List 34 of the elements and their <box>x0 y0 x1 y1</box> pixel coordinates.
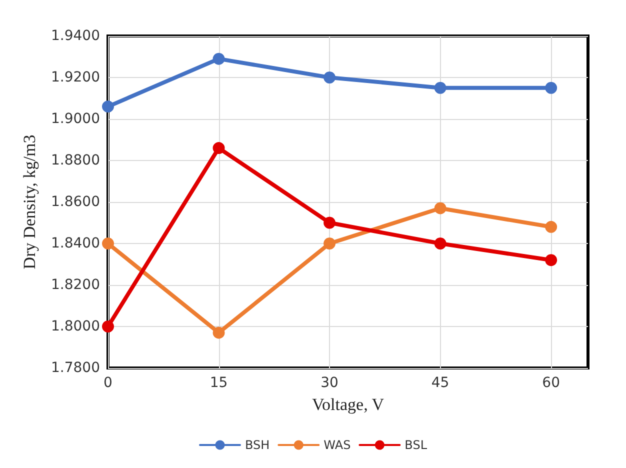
y-tick-label: 1.8200 <box>51 277 100 293</box>
point <box>324 238 336 250</box>
point <box>324 216 336 229</box>
point <box>545 82 558 94</box>
legend-label: WAS <box>324 438 351 452</box>
x-tick-label: 60 <box>542 375 560 391</box>
y-tick-label: 1.8800 <box>51 152 100 168</box>
point <box>102 100 114 113</box>
point <box>545 254 558 266</box>
legend-label: BSL <box>404 438 428 452</box>
point <box>212 326 225 339</box>
point <box>324 72 336 84</box>
point <box>212 142 225 154</box>
point <box>102 320 114 332</box>
point <box>434 202 446 214</box>
x-tick-label: 30 <box>320 375 338 391</box>
x-axis-title: Voltage, V <box>312 395 385 414</box>
y-tick-label: 1.9400 <box>51 28 100 44</box>
point <box>434 82 446 94</box>
point <box>545 220 558 233</box>
y-tick-label: 1.8600 <box>51 194 100 210</box>
y-tick-label: 1.8400 <box>51 236 100 252</box>
x-tick-label: 15 <box>210 375 228 391</box>
point <box>434 238 446 250</box>
point <box>212 52 225 65</box>
y-tick-label: 1.9000 <box>51 111 100 127</box>
point <box>102 238 114 250</box>
y-tick-label: 1.9200 <box>51 70 100 86</box>
x-tick-label: 45 <box>431 375 450 391</box>
y-tick-label: 1.7800 <box>51 360 100 376</box>
y-tick-label: 1.8000 <box>51 318 100 334</box>
x-tick-label: 0 <box>104 375 112 391</box>
legend-label: BSH <box>244 438 270 452</box>
y-axis-title: Dry Density, kg/m3 <box>20 134 39 270</box>
